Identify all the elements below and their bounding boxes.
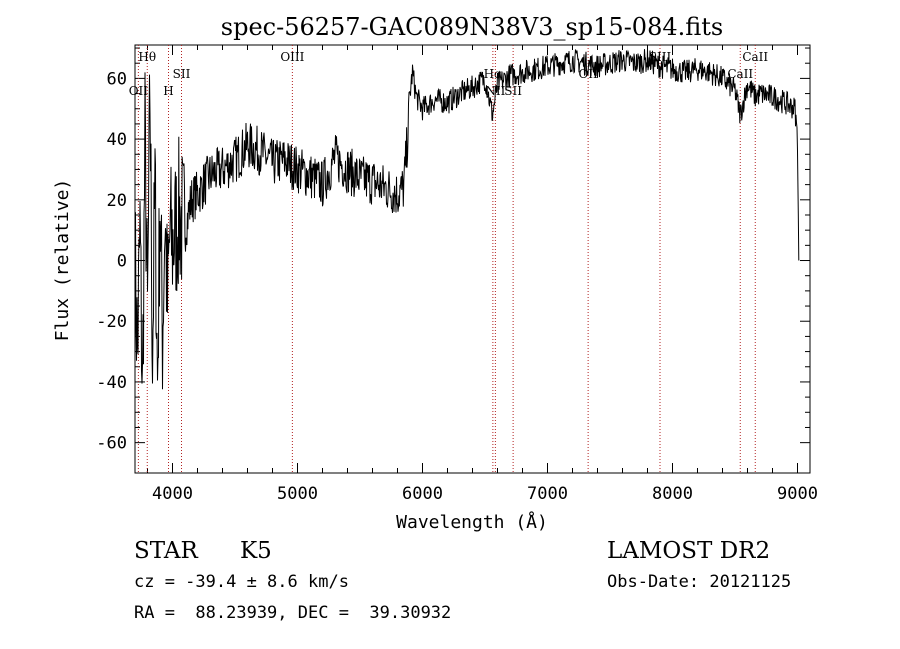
observation-date: Obs-Date: 20121125 — [607, 572, 792, 592]
line-label: OIII — [280, 50, 304, 64]
line-label: SII — [173, 67, 191, 81]
y-tick-label: 60 — [107, 69, 127, 89]
object-class: STAR — [134, 538, 198, 564]
x-tick-label: 8000 — [652, 484, 693, 504]
x-tick-label: 7000 — [527, 484, 568, 504]
chart-title: spec-56257-GAC089N38V3_sp15-084.fits — [221, 13, 723, 41]
object-subclass: K5 — [240, 538, 272, 564]
coordinates: RA = 88.23939, DEC = 39.30932 — [134, 603, 452, 623]
x-axis-ticks: 4000 5000 6000 7000 8000 9000 — [147, 45, 818, 504]
plot-frame — [134, 44, 811, 474]
y-tick-label: 40 — [107, 130, 127, 150]
line-label: Hθ — [138, 50, 156, 64]
line-label: H — [163, 84, 173, 98]
line-label: SII — [504, 84, 522, 98]
redshift-value: cz = -39.4 ± 8.6 km/s — [134, 572, 349, 592]
survey-name: LAMOST DR2 — [607, 538, 771, 564]
x-tick-label: 5000 — [277, 484, 318, 504]
y-tick-label: -40 — [96, 373, 127, 393]
line-label: OII — [129, 84, 149, 98]
x-tick-label: 6000 — [402, 484, 443, 504]
x-tick-label: 9000 — [777, 484, 818, 504]
y-tick-label: -60 — [96, 434, 127, 454]
axes-frame — [134, 44, 811, 474]
y-axis-ticks: -60 -40 -20 0 20 40 60 — [96, 47, 810, 454]
spectrum-series-line — [134, 49, 800, 390]
y-tick-label: 0 — [117, 252, 127, 272]
y-tick-label: 20 — [107, 191, 127, 211]
line-label: CaII — [727, 67, 753, 81]
y-axis-label: Flux (relative) — [52, 179, 73, 342]
line-label: CaII — [742, 50, 768, 64]
x-tick-label: 4000 — [152, 484, 193, 504]
x-axis-label: Wavelength (Å) — [396, 511, 548, 533]
y-tick-label: -20 — [96, 312, 127, 332]
